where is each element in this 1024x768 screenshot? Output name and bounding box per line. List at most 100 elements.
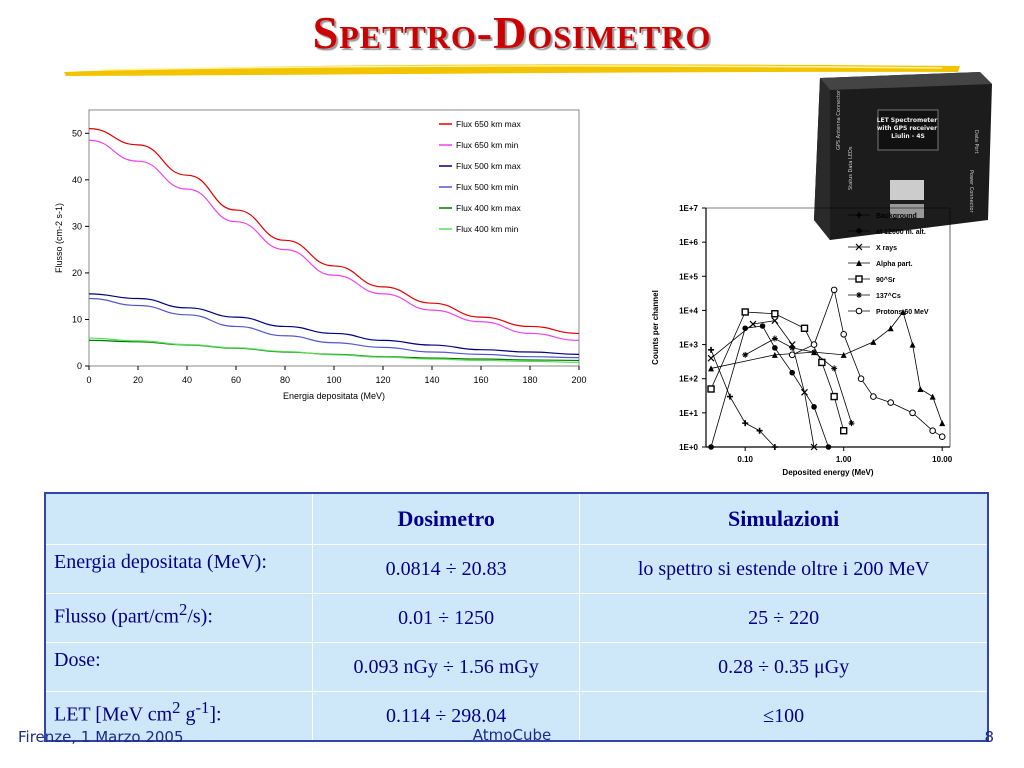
data-point bbox=[856, 212, 862, 218]
y-tick-label: 1E+0 bbox=[679, 443, 698, 452]
y-tick-label: 30 bbox=[72, 221, 82, 231]
data-point bbox=[771, 310, 779, 318]
y-tick-label: 1E+3 bbox=[679, 341, 698, 350]
table-header-empty bbox=[44, 492, 313, 545]
y-tick-label: 40 bbox=[72, 175, 82, 185]
footer-project: AtmoCube bbox=[472, 726, 552, 744]
data-point bbox=[857, 375, 865, 383]
data-series bbox=[742, 335, 855, 427]
device-main-label: LET Spectrometer with GPS receiver Liuli… bbox=[877, 117, 940, 140]
cell-simulazioni-let: ≤100 bbox=[579, 691, 989, 742]
data-point bbox=[771, 351, 778, 358]
x-tick-label: 100 bbox=[326, 375, 341, 385]
data-point bbox=[771, 335, 778, 342]
legend-label: Flux 650 km min bbox=[456, 140, 519, 150]
data-point bbox=[707, 385, 715, 393]
data-point bbox=[887, 399, 894, 406]
table-header-dosimetro: Dosimetro bbox=[311, 492, 581, 545]
data-point bbox=[900, 308, 907, 315]
slide-title: Spettro-Dosimetro bbox=[312, 7, 712, 58]
y-tick-label: 1E+4 bbox=[679, 306, 698, 315]
x-tick-label: 80 bbox=[280, 375, 290, 385]
data-point bbox=[788, 351, 796, 359]
cell-dosimetro-energia: 0.0814 ÷ 20.83 bbox=[311, 544, 581, 594]
data-point bbox=[749, 320, 757, 328]
y-tick-label: 50 bbox=[72, 128, 82, 138]
y-tick-label: 1E+5 bbox=[679, 272, 698, 281]
data-point bbox=[810, 443, 818, 451]
legend-label: Flux 650 km max bbox=[456, 119, 521, 129]
y-tick-label: 1E+2 bbox=[679, 375, 698, 384]
x-tick-label: 60 bbox=[231, 375, 241, 385]
data-point bbox=[840, 330, 847, 338]
data-series bbox=[707, 317, 818, 451]
title-underline-decoration bbox=[64, 64, 960, 76]
data-point bbox=[917, 385, 924, 392]
data-series bbox=[708, 323, 832, 450]
legend-label: Protons 60 MeV bbox=[876, 309, 929, 316]
data-point bbox=[707, 354, 715, 362]
x-tick-label: 200 bbox=[571, 375, 586, 385]
x-tick-label: 120 bbox=[375, 375, 390, 385]
data-point bbox=[742, 351, 749, 358]
data-point bbox=[789, 344, 796, 351]
legend-label: 90^Sr bbox=[876, 276, 896, 284]
data-point bbox=[855, 307, 863, 315]
data-point bbox=[929, 393, 936, 400]
table-row: LET [MeV cm2 g-1]: 0.114 ÷ 298.04 ≤100 bbox=[44, 691, 989, 742]
row-label-flusso: Flusso (part/cm2/s): bbox=[44, 593, 313, 643]
data-point bbox=[818, 358, 826, 367]
table-header-simulazioni: Simulazioni bbox=[579, 492, 989, 545]
device-side-label-gps: GPS Antenna Connector bbox=[836, 89, 842, 150]
data-point bbox=[789, 369, 795, 376]
data-point bbox=[759, 323, 766, 329]
x-tick-label: 1.00 bbox=[836, 455, 852, 464]
y-axis-label: Counts per channel bbox=[651, 290, 660, 365]
device-side-label-leds: Status Data LEDs bbox=[848, 146, 854, 190]
x-axis-label: Deposited energy (MeV) bbox=[782, 468, 873, 477]
cell-dosimetro-let: 0.114 ÷ 298.04 bbox=[311, 691, 581, 742]
x-tick-label: 0.10 bbox=[737, 455, 753, 464]
y-tick-label: 1E+7 bbox=[679, 204, 698, 213]
data-point bbox=[756, 427, 763, 434]
table-header-row: Dosimetro Simulazioni bbox=[44, 492, 989, 545]
x-tick-label: 0 bbox=[86, 375, 91, 385]
data-point bbox=[825, 444, 832, 450]
data-point bbox=[887, 325, 894, 332]
y-tick-label: 1E+1 bbox=[679, 409, 698, 418]
legend-label: Flux 500 km min bbox=[456, 182, 519, 192]
data-point bbox=[831, 365, 838, 372]
data-point bbox=[870, 393, 877, 400]
series-line bbox=[88, 297, 580, 359]
x-tick-label: 20 bbox=[133, 375, 143, 385]
data-point bbox=[839, 427, 848, 435]
x-tick-label: 10.00 bbox=[932, 455, 953, 464]
data-point bbox=[938, 433, 946, 441]
footer-page-number: 8 bbox=[984, 728, 994, 746]
data-point bbox=[811, 404, 817, 410]
row-label-let: LET [MeV cm2 g-1]: bbox=[44, 691, 313, 742]
data-point bbox=[855, 243, 863, 251]
cell-simulazioni-flusso: 25 ÷ 220 bbox=[579, 593, 989, 643]
data-point bbox=[830, 286, 838, 294]
legend-label: Flux 400 km min bbox=[456, 224, 519, 234]
data-point bbox=[708, 346, 715, 353]
data-point bbox=[909, 341, 916, 348]
data-point bbox=[801, 388, 808, 396]
y-tick-label: 10 bbox=[72, 314, 82, 324]
x-tick-label: 140 bbox=[424, 375, 439, 385]
data-point bbox=[726, 393, 733, 400]
data-point bbox=[856, 260, 862, 266]
data-point bbox=[909, 409, 916, 417]
legend-label: at 12000 m. alt. bbox=[876, 229, 926, 236]
data-point bbox=[840, 351, 847, 358]
series-line bbox=[710, 320, 815, 448]
data-point bbox=[708, 365, 715, 372]
data-point bbox=[939, 420, 946, 427]
data-point bbox=[856, 228, 862, 234]
legend-label: Alpha part. bbox=[876, 261, 913, 268]
series-line bbox=[88, 139, 580, 341]
data-point bbox=[741, 308, 749, 316]
series-line bbox=[88, 128, 580, 335]
x-tick-label: 180 bbox=[522, 375, 537, 385]
